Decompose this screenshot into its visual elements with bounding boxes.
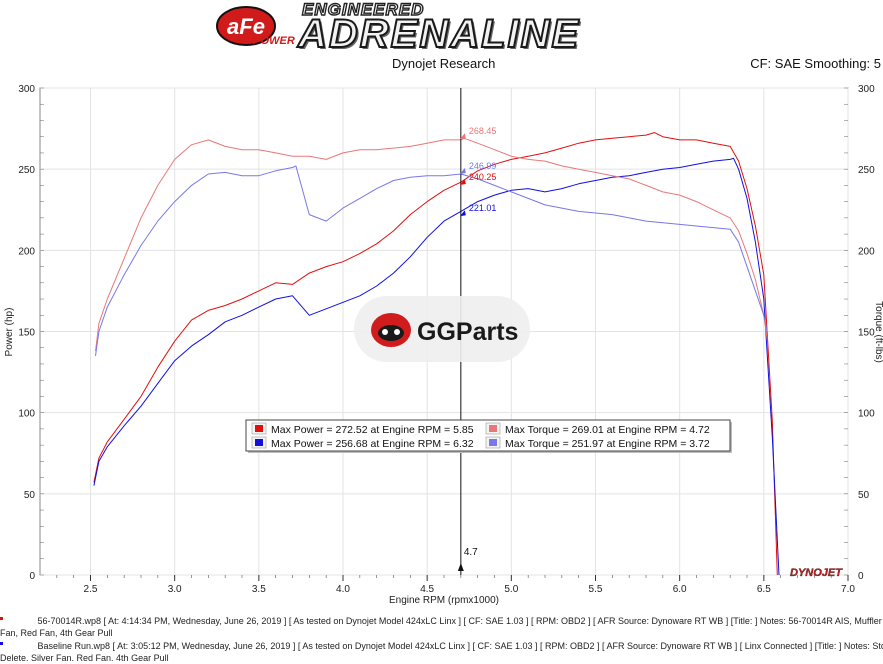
y-axis-label-right: Torque (ft-lbs)	[873, 301, 883, 363]
brand-name: ADRENALINE	[297, 11, 581, 57]
footer-run2-cont: Delete. Silver Fan. Red Fan. 4th Gear Pu…	[0, 652, 883, 664]
brand-tagline: ENGINEERED	[301, 0, 425, 20]
y-left-tick-label: 150	[18, 328, 35, 339]
gg-mascot-icon	[371, 313, 411, 347]
legend-entry-3: Max Power = 256.68 at Engine RPM = 6.32	[271, 438, 474, 450]
run2-marker	[0, 642, 3, 645]
cursor-readout-1: 268.45	[469, 126, 497, 136]
x-tick-label: 5.5	[589, 584, 603, 595]
readout-arrow-icon	[459, 210, 466, 217]
afe-power-logo: aFe POWER	[216, 6, 295, 46]
x-axis-label: Engine RPM (rpmx1000)	[389, 595, 499, 606]
series-line-4	[95, 165, 768, 356]
run1-marker	[0, 617, 3, 620]
y-left-tick-label: 250	[18, 165, 35, 176]
footer-run1-text: 56-70014R.wp8 [ At: 4:14:34 PM, Wednesda…	[37, 616, 883, 626]
footer-run1-cont: Fan, Red Fan, 4th Gear Pull	[0, 627, 883, 639]
cursor-label: 4.7	[464, 547, 478, 558]
footer-run1: 56-70014R.wp8 [ At: 4:14:34 PM, Wednesda…	[0, 615, 883, 627]
x-tick-label: 4.5	[420, 584, 434, 595]
y-left-tick-label: 100	[18, 409, 35, 420]
series-line-3	[95, 137, 768, 352]
x-tick-label: 6.0	[673, 584, 687, 595]
readout-arrow-icon	[459, 133, 466, 140]
dynojet-logo: DYNOJET	[790, 567, 843, 579]
y-right-tick-label: 100	[858, 409, 875, 420]
y-right-tick-label: 50	[858, 490, 870, 501]
cursor-readout-3: 240.25	[469, 172, 497, 182]
legend-swatch	[489, 425, 497, 432]
y-axis-right: 0 50 100 150 200 250 300	[844, 84, 875, 582]
y-right-tick-label: 250	[858, 165, 875, 176]
legend-entry-4: Max Torque = 251.97 at Engine RPM = 3.72	[505, 438, 710, 450]
watermark: GGParts	[354, 296, 530, 362]
cursor-readout-2: 246.99	[469, 161, 497, 171]
logo-badge-sub: POWER	[253, 35, 295, 46]
readout-arrow-icon	[459, 168, 466, 175]
x-axis: 2.5 3.0 3.5 4.0 4.5 5.0 5.5 6.0 6.5 7.0	[56, 575, 855, 595]
y-left-tick-label: 50	[24, 490, 36, 501]
y-left-tick-label: 0	[29, 571, 35, 582]
footer-run2: Baseline Run.wp8 [ At: 3:05:12 PM, Wedne…	[0, 640, 883, 652]
readout-arrow-icon	[459, 178, 466, 185]
x-tick-label: 2.5	[84, 584, 98, 595]
dyno-source: Dynojet Research	[392, 56, 496, 71]
y-right-tick-label: 0	[858, 571, 864, 582]
y-axis-left: 0 50 100 150 200 250 300	[18, 84, 44, 582]
cursor-readout-4: 221.01	[469, 203, 497, 213]
x-tick-label: 7.0	[841, 584, 855, 595]
legend-swatch	[489, 439, 497, 446]
legend-swatch	[255, 439, 263, 446]
legend-entry-1: Max Power = 272.52 at Engine RPM = 5.85	[271, 424, 474, 436]
legend: Max Power = 272.52 at Engine RPM = 5.85 M…	[245, 419, 732, 453]
footer-run2-cont-text: Delete. Silver Fan. Red Fan. 4th Gear Pu…	[0, 653, 169, 663]
dyno-settings: CF: SAE Smoothing: 5	[750, 56, 881, 71]
y-right-tick-label: 300	[858, 84, 875, 95]
legend-entry-2: Max Torque = 269.01 at Engine RPM = 4.72	[505, 424, 710, 436]
watermark-text: GGParts	[417, 318, 518, 346]
y-left-tick-label: 300	[18, 84, 35, 95]
header: aFe POWER ENGINEERED ADRENALINE Dynojet …	[0, 0, 883, 80]
legend-swatch	[255, 425, 263, 432]
dyno-chart: 2.5 3.0 3.5 4.0 4.5 5.0 5.5 6.0 6.5 7.0 0 50 100 150…	[4, 84, 883, 606]
x-tick-label: 4.0	[336, 584, 350, 595]
footer-run2-text: Baseline Run.wp8 [ At: 3:05:12 PM, Wedne…	[37, 641, 883, 651]
x-tick-label: 6.5	[757, 584, 771, 595]
y-right-tick-label: 150	[858, 328, 875, 339]
y-right-tick-label: 200	[858, 246, 875, 257]
x-tick-label: 3.0	[168, 584, 182, 595]
x-tick-label: 5.0	[504, 584, 518, 595]
y-axis-label-left: Power (hp)	[4, 308, 15, 357]
x-tick-label: 3.5	[252, 584, 266, 595]
footer-run1-cont-text: Fan, Red Fan, 4th Gear Pull	[0, 628, 113, 638]
y-left-tick-label: 200	[18, 246, 35, 257]
logo-badge-text: aFe	[227, 14, 265, 39]
cursor-arrow-icon	[457, 563, 464, 571]
